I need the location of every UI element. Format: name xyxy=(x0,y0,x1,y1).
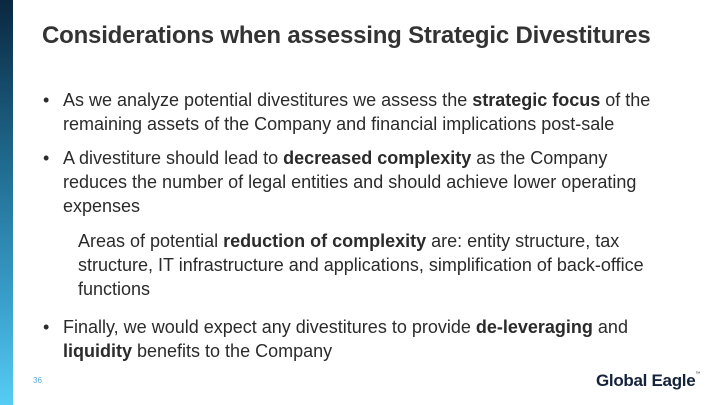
bullet-icon: • xyxy=(43,148,50,168)
page-number: 36 xyxy=(33,376,42,385)
global-eagle-logo: Global Eagle™ xyxy=(596,371,701,390)
accent-bar xyxy=(0,0,13,405)
bullet-item: • Finally, we would expect any divestitu… xyxy=(43,317,628,361)
bullet-item: • As we analyze potential divestitures w… xyxy=(43,90,651,134)
sub-item: Areas of potential reduction of complexi… xyxy=(78,231,644,299)
slide-title: Considerations when assessing Strategic … xyxy=(42,22,651,49)
bullet-item: • A divestiture should lead to decreased… xyxy=(43,148,637,216)
bullet-icon: • xyxy=(43,317,50,337)
bullet-icon: • xyxy=(43,90,50,110)
